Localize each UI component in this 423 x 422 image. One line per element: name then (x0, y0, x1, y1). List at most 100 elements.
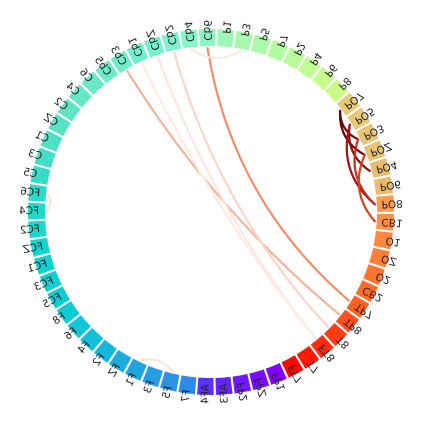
node-label-c5: C5 (22, 166, 38, 181)
node-segment-cb2 (355, 280, 378, 302)
node-label-cbz: CbZ (143, 28, 161, 52)
node-segment-c6 (81, 71, 105, 95)
node-segment-f8 (56, 301, 80, 324)
node-segment-fz (109, 349, 132, 373)
node-ring (28, 28, 394, 395)
node-segment-p8 (325, 79, 349, 103)
node-segment-c4 (68, 84, 92, 108)
node-segment-cb1 (126, 42, 149, 65)
link-fc4-fc6 (45, 193, 52, 213)
node-label-o1: O1 (385, 234, 402, 248)
node-label-po4: PO4 (375, 158, 399, 175)
node-segment-cz (48, 113, 71, 137)
node-segment-fc4 (28, 202, 46, 220)
node-segment-p3 (234, 30, 253, 51)
node-segment-p2 (283, 47, 306, 70)
node-segment-oz (369, 247, 390, 268)
node-segment-c5 (30, 165, 51, 185)
node-label-cb1: CB1 (381, 216, 403, 229)
node-segment-ft8 (310, 335, 334, 359)
node-segment-p1 (217, 29, 235, 48)
node-segment-p4 (298, 56, 321, 80)
node-segment-cb5 (95, 60, 119, 84)
node-segment-t7 (296, 345, 320, 369)
node-segment-af4 (197, 377, 214, 395)
node-label-c3: C3 (27, 147, 44, 163)
node-label-fc3: FC3 (32, 275, 55, 294)
node-segment-fp2 (232, 373, 252, 394)
link-cb4-p3 (189, 48, 243, 60)
node-label-p3: P3 (238, 22, 252, 37)
node-segment-cb1 (376, 213, 394, 231)
node-segment-cb4 (180, 29, 198, 49)
node-segment-tp8 (335, 309, 359, 333)
node-segment-po3 (356, 123, 379, 146)
node-label-cb2: Cb2 (162, 24, 178, 47)
node-segment-fp1 (265, 363, 287, 385)
node-label-af3: AF3 (217, 383, 230, 404)
node-segment-f1 (125, 358, 147, 381)
node-label-fc2: FC2 (19, 223, 40, 237)
node-label-fz: FZ (106, 362, 123, 380)
node-segment-fpz (249, 369, 270, 391)
link-po7-poz (338, 109, 366, 156)
node-segment-f2 (93, 339, 117, 363)
link-tp8-cb3 (126, 69, 341, 316)
node-label-fc5: FC5 (41, 291, 64, 311)
node-segment-po4 (369, 158, 391, 178)
node-segment-po6 (373, 176, 394, 195)
link-tp7-cb6 (206, 46, 351, 302)
node-segment-po5 (347, 107, 371, 131)
node-label-c1: C1 (33, 129, 51, 146)
node-label-p5: P5 (256, 26, 271, 42)
link-t8-cb2 (173, 51, 329, 329)
node-label-p7: P7 (274, 32, 290, 49)
node-segment-poz (363, 140, 386, 162)
node-label-fp2: FP2 (235, 381, 250, 402)
node-segment-f6 (67, 315, 91, 339)
node-label-o2: O2 (374, 270, 392, 287)
node-segment-c3 (34, 147, 56, 168)
node-segment-cb3 (110, 50, 133, 74)
node-segment-cb6 (198, 28, 216, 47)
node-label-fpz: FPZ (253, 376, 270, 398)
node-label-f5: F5 (160, 385, 175, 400)
node-segment-o1 (373, 230, 393, 250)
node-label-fcz: FCZ (22, 240, 45, 256)
node-segment-fc6 (28, 184, 47, 202)
node-segment-f5 (160, 371, 180, 392)
node-segment-po7 (336, 92, 361, 116)
links-layer (45, 46, 376, 373)
node-segment-ft7 (281, 355, 304, 378)
node-label-fc1: FC1 (26, 258, 49, 275)
node-segment-t8 (323, 322, 348, 347)
node-label-f8: F8 (51, 310, 68, 327)
node-label-fp1: FP1 (270, 370, 288, 392)
node-label-f7: F7 (179, 389, 193, 403)
node-segment-f3 (142, 365, 163, 388)
node-segment-fc2 (28, 220, 47, 239)
node-segment-c2 (57, 98, 81, 122)
node-label-po3: PO3 (361, 122, 385, 142)
node-segment-fcz (30, 237, 51, 257)
node-label-cb1: Cb1 (125, 35, 145, 59)
node-label-oz: OZ (380, 252, 398, 268)
node-segment-po8 (376, 195, 394, 212)
link-po3-po8 (353, 138, 376, 206)
node-label-fc4: FC4 (19, 205, 39, 217)
node-label-po6: PO6 (379, 177, 402, 192)
node-segment-af3 (215, 376, 233, 395)
link-ft8-cbz (156, 55, 317, 340)
node-segment-p7 (267, 39, 289, 62)
node-label-p2: P2 (291, 40, 308, 57)
node-label-af4: AF4 (199, 384, 212, 405)
node-label-cb4: Cb4 (181, 20, 196, 42)
node-label-cb6: Cb6 (201, 20, 213, 41)
node-segment-c1 (40, 130, 63, 152)
node-label-po8: PO8 (381, 197, 403, 210)
node-segment-fc1 (34, 254, 56, 275)
link-cb1-poz (357, 153, 376, 223)
node-segment-cbz (143, 36, 165, 58)
link-f5-f1 (139, 358, 174, 373)
